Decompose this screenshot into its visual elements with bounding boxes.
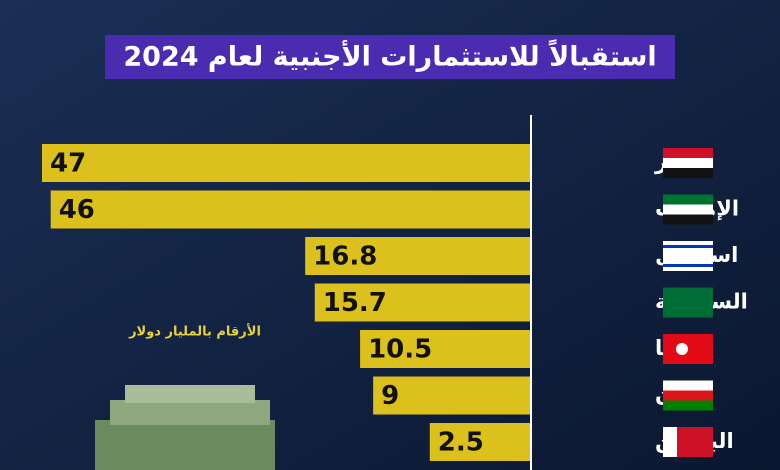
bar [360, 330, 530, 368]
value-label: 47 [50, 149, 86, 179]
bar [429, 423, 530, 461]
flag-stripe [663, 380, 713, 391]
value-label: 2.5 [438, 428, 484, 458]
flag-stripe [663, 447, 713, 457]
value-label: 10.5 [368, 335, 432, 365]
flag-stripe [663, 214, 713, 225]
flag-stripe [663, 194, 713, 205]
subtitle-box [105, 35, 675, 79]
money-stack [95, 385, 275, 470]
flag-stripe [663, 204, 713, 215]
flag [663, 194, 713, 225]
flag-stripe [663, 264, 713, 267]
bar [305, 237, 530, 275]
bar [42, 144, 530, 182]
bar [373, 376, 530, 415]
flag-stripe [663, 251, 713, 261]
value-label: 16.8 [313, 242, 377, 272]
subtitle: استقبالاً للاستثمارات الأجنبية لعام 2024 [123, 39, 656, 73]
flag [663, 334, 713, 364]
flag-stripe [663, 148, 713, 158]
flag-emblem [676, 343, 688, 355]
flag-stripe [663, 354, 713, 364]
flag-stripe [663, 245, 713, 248]
value-label: 15.7 [323, 288, 387, 318]
flag-stripe [663, 307, 713, 318]
flag [663, 427, 713, 457]
flag-stripe [663, 334, 713, 344]
flag-stripe [663, 287, 713, 298]
flag [663, 241, 713, 271]
flag [663, 287, 713, 318]
flag-stripe [663, 297, 713, 308]
bar [314, 283, 530, 322]
flag-stripe [663, 427, 713, 437]
bar [50, 190, 530, 229]
value-label: 46 [59, 195, 95, 225]
flag-stripe [663, 437, 713, 447]
flag-stripe [663, 400, 713, 411]
flag-stripe [663, 427, 677, 457]
flag-stripe [663, 158, 713, 168]
value-label: 9 [381, 381, 399, 411]
note: الأرقام بالمليار دولار [128, 323, 261, 340]
flag-stripe [663, 168, 713, 178]
flag [663, 380, 713, 411]
flag [663, 148, 713, 178]
flag-stripe [663, 390, 713, 401]
